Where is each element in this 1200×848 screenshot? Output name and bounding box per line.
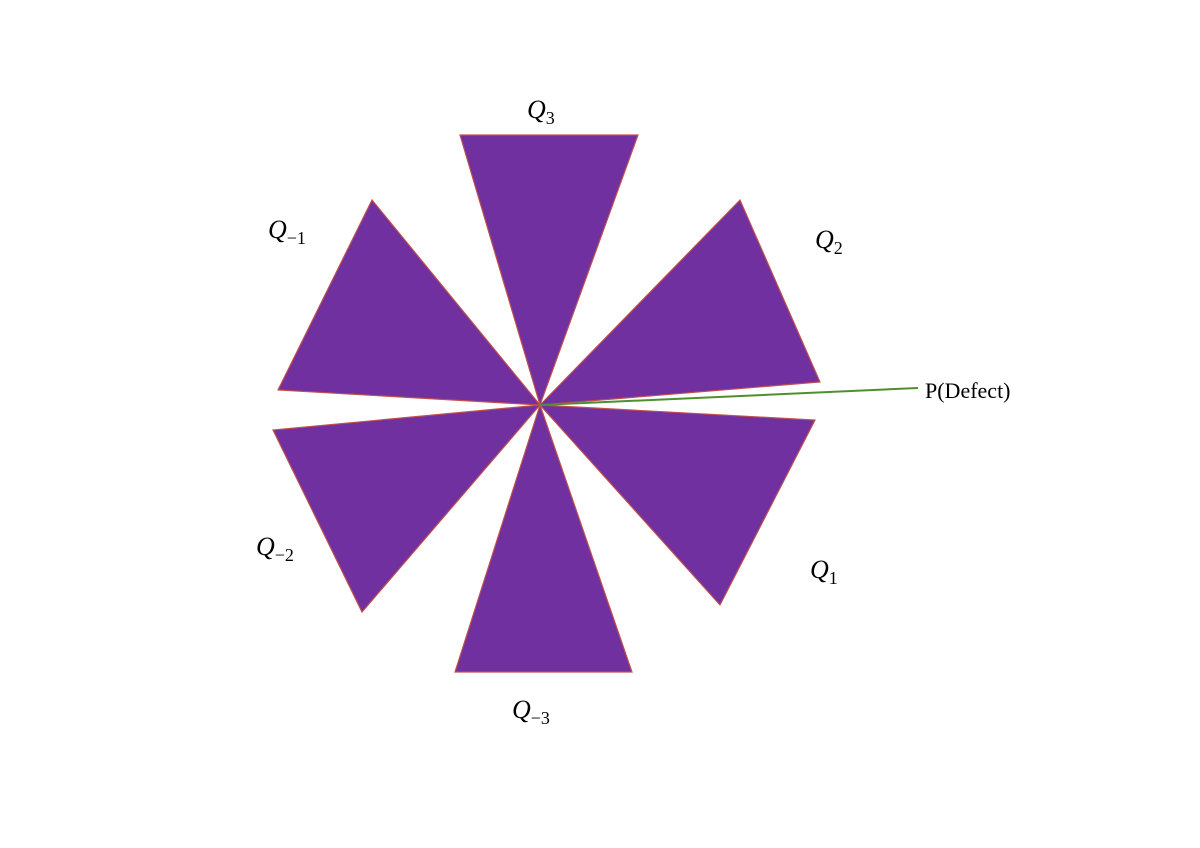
label-qm3: Q−3 bbox=[512, 695, 550, 729]
label-qm1: Q−1 bbox=[268, 215, 306, 249]
label-q1: Q1 bbox=[810, 555, 838, 589]
label-q3-sub: 3 bbox=[546, 108, 555, 128]
label-qm1-base: Q bbox=[268, 215, 287, 244]
label-q3: Q3 bbox=[527, 95, 555, 129]
label-q1-base: Q bbox=[810, 555, 829, 584]
label-defect: P(Defect) bbox=[925, 378, 1011, 404]
wedge-diagram bbox=[0, 0, 1200, 848]
label-qm2-sub: −2 bbox=[275, 545, 294, 565]
label-q2: Q2 bbox=[815, 225, 843, 259]
label-q3-base: Q bbox=[527, 95, 546, 124]
label-q1-sub: 1 bbox=[829, 568, 838, 588]
wedge-group bbox=[273, 135, 820, 672]
label-qm3-sub: −3 bbox=[531, 708, 550, 728]
label-qm3-base: Q bbox=[512, 695, 531, 724]
label-q2-sub: 2 bbox=[834, 238, 843, 258]
label-q2-base: Q bbox=[815, 225, 834, 254]
label-qm2: Q−2 bbox=[256, 532, 294, 566]
label-qm1-sub: −1 bbox=[287, 228, 306, 248]
label-qm2-base: Q bbox=[256, 532, 275, 561]
